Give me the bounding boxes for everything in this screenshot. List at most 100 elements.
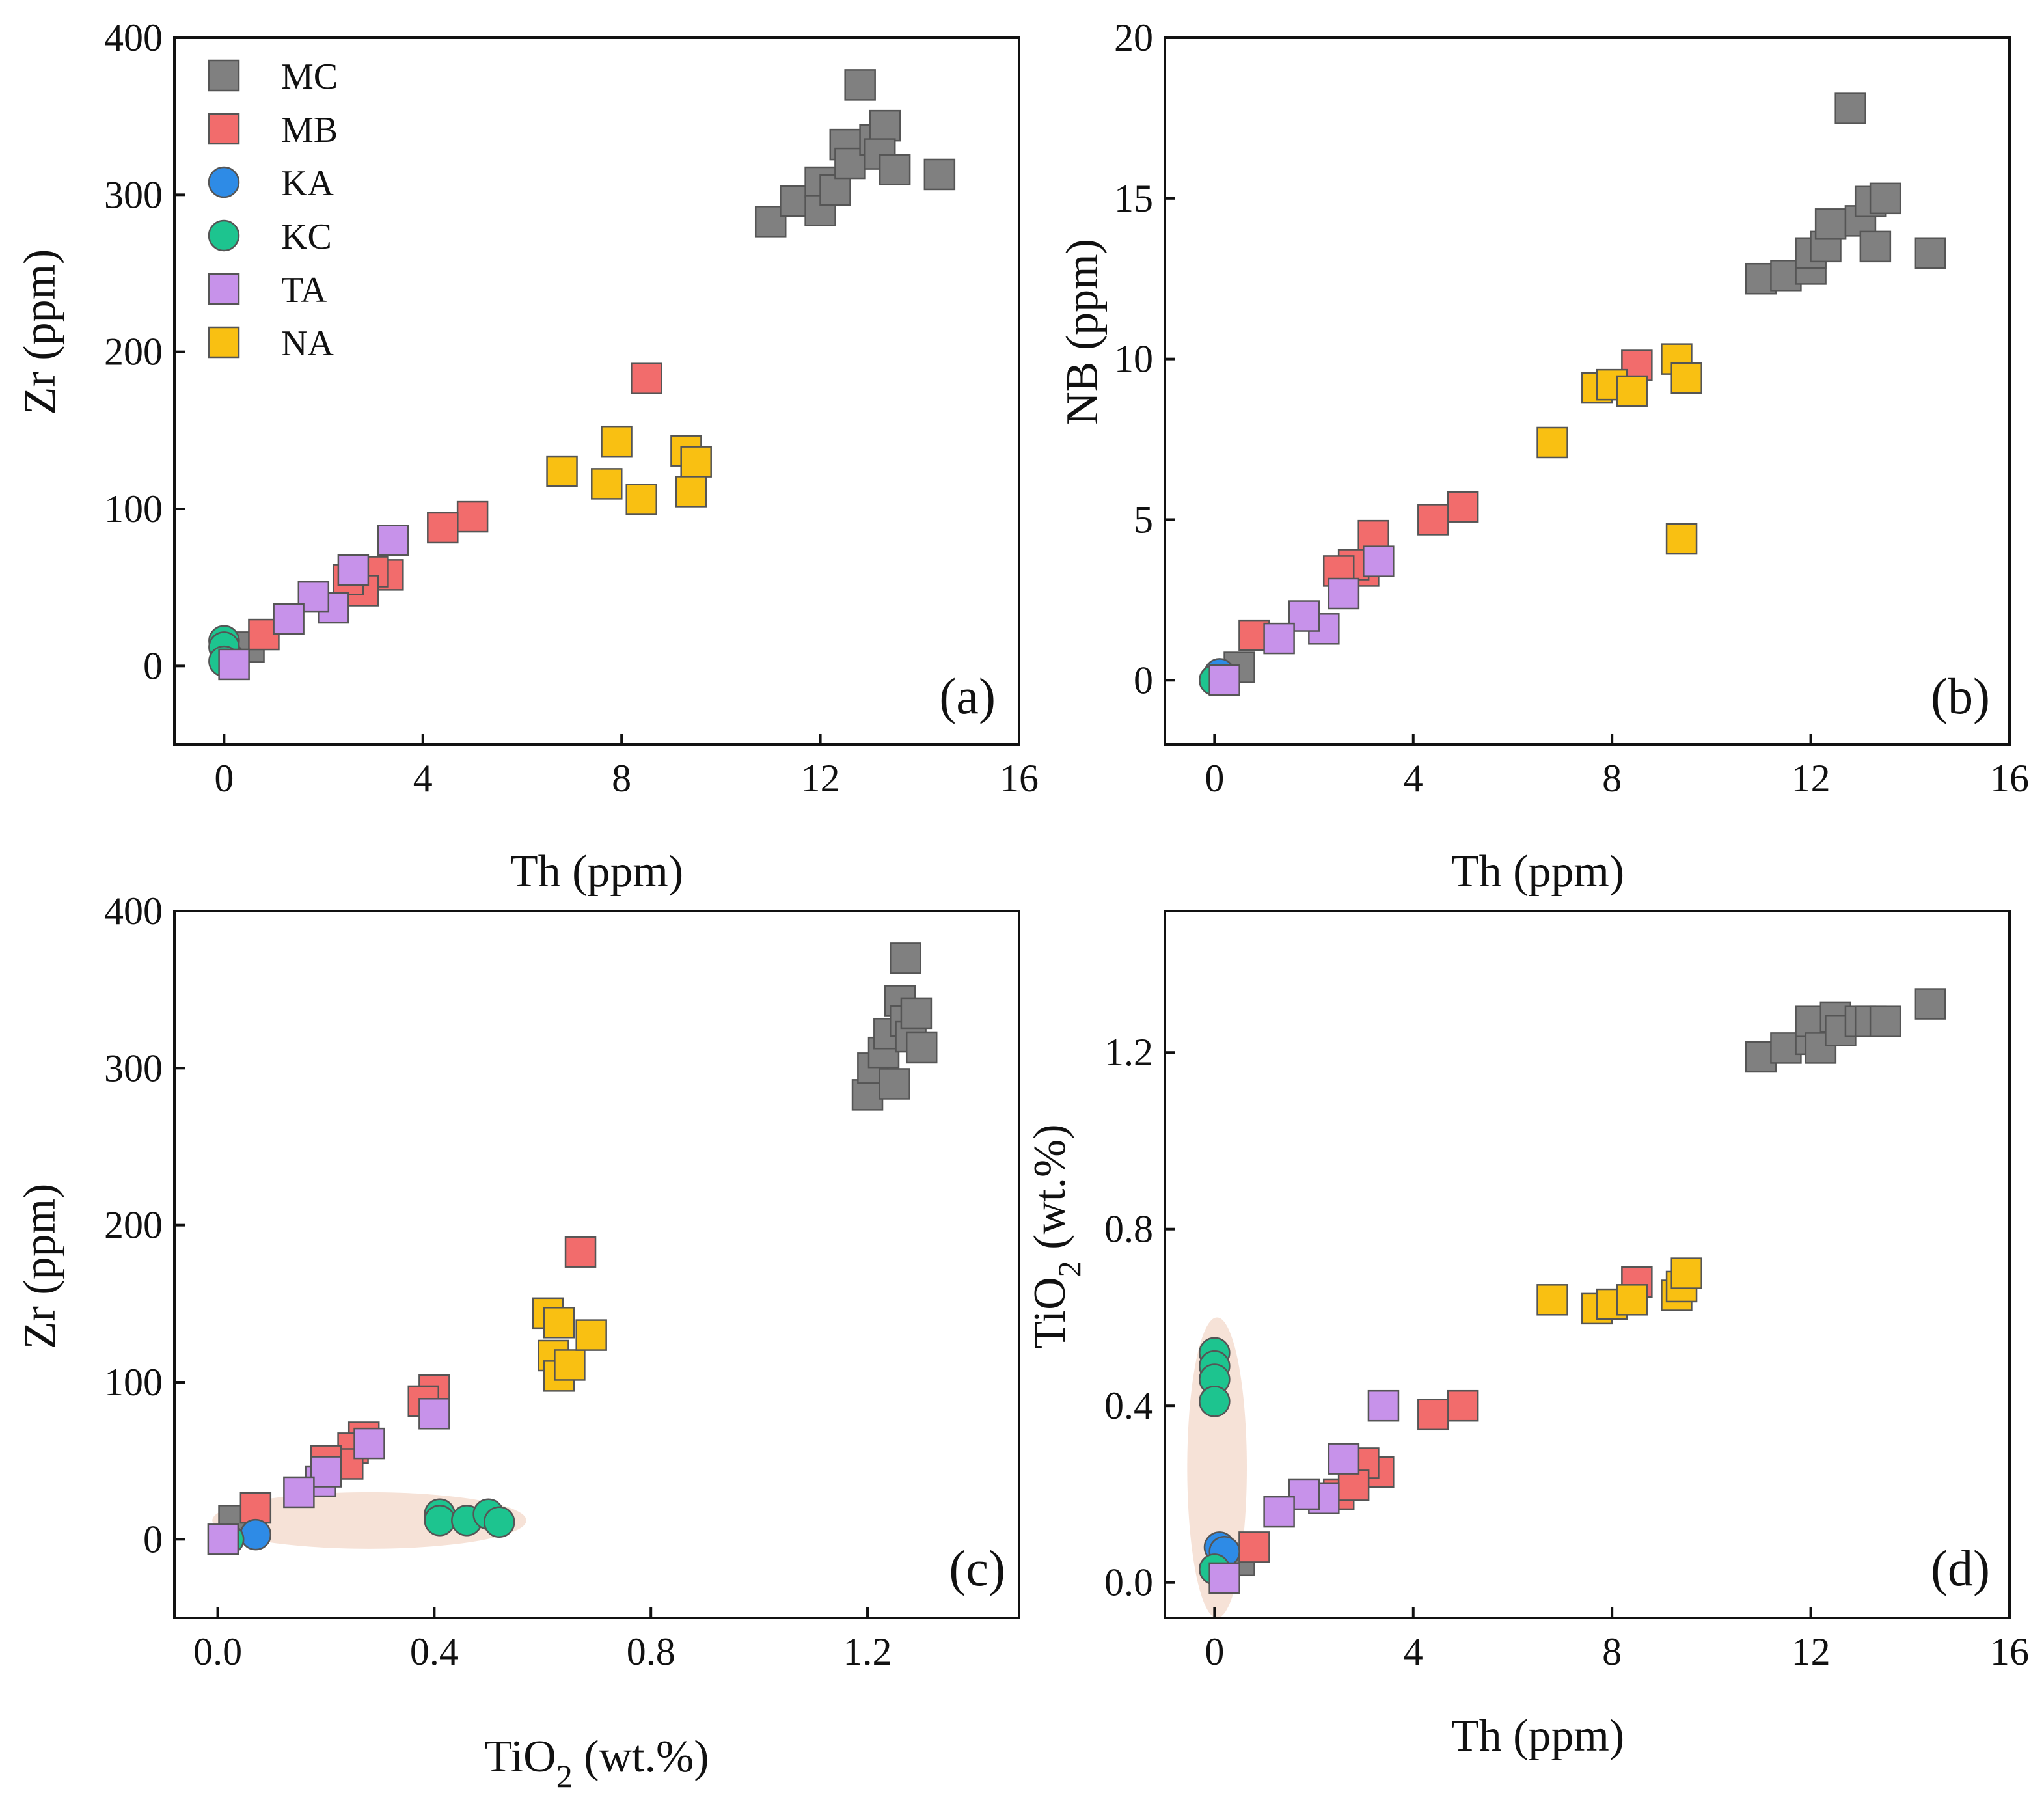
panel-b-y-axis-label: NB (ppm)	[1057, 239, 1108, 425]
panel-a-y-axis-label: Zr (ppm)	[15, 249, 65, 415]
panel-b-point-na-5	[1670, 362, 1702, 394]
panel-d-point-na-0	[1536, 1284, 1568, 1316]
panel-c-point-mb-7	[239, 1492, 272, 1524]
panel-a-x-axis-label: Th (ppm)	[510, 847, 683, 897]
panel-b-point-na-3	[1616, 375, 1648, 407]
panel-a-x-tick-label-3: 12	[801, 757, 840, 800]
panel-a-frame	[173, 36, 1020, 746]
panel-c-frame	[173, 910, 1020, 1619]
panel-d-point-mb-2	[1417, 1399, 1449, 1431]
panel-d-point-ta-1	[1328, 1443, 1360, 1475]
panel-d-point-ta-4	[1263, 1496, 1295, 1528]
panel-c-x-tick-label-2: 0.8	[627, 1630, 675, 1673]
panel-c-point-mc-9	[900, 997, 933, 1030]
legend-marker-mc	[208, 59, 240, 92]
panel-a-x-tick-label-4: 16	[1000, 757, 1039, 800]
panel-c-point-ta-0	[418, 1398, 450, 1430]
panel-b-point-mb-1	[1447, 491, 1479, 523]
panel-a-x-tick-label-1: 4	[413, 757, 433, 800]
panel-a-y-tick-label-0: 0	[143, 644, 163, 687]
panel-b-point-mc-5	[1814, 208, 1847, 240]
panel-d-point-na-6	[1670, 1257, 1702, 1289]
panel-c-y-axis-label: Zr (ppm)	[15, 1184, 65, 1350]
panel-a: 0 4 8 12 16 0 100 200 300 400 Th (ppm) Zr (ppm) (…	[15, 16, 1039, 897]
panel-c: 0.0 0.4 0.8 1.2 0 100 200 300 400 TiO2 (wt.%) Zr…	[15, 890, 1020, 1794]
panel-c-y-tick-label-0: 0	[143, 1518, 163, 1561]
panel-c-point-ta-1	[353, 1427, 385, 1460]
panel-b-point-ta-0	[1363, 545, 1395, 577]
panel-d-point-mb-1	[1447, 1389, 1479, 1422]
panel-b-point-mc-10	[1859, 230, 1892, 263]
panel-d-x-tick-label-2: 8	[1602, 1630, 1622, 1673]
panel-b-x-tick-label-2: 8	[1602, 757, 1622, 800]
panel-d-point-na-3	[1616, 1284, 1648, 1316]
panel-c-point-ta-5	[207, 1523, 239, 1555]
legend-label-ta: TA	[281, 270, 327, 310]
panel-a-point-na-2	[601, 425, 633, 458]
panel-a-point-mb-0	[631, 362, 662, 394]
panel-b-y-tick-label-3: 15	[1114, 177, 1153, 220]
panel-c-x-axis-label: TiO2 (wt.%)	[484, 1732, 709, 1794]
panel-a-point-na-5	[680, 446, 712, 478]
panel-c-point-mc-6	[890, 942, 921, 974]
panel-a-y-tick-label-2: 200	[104, 331, 163, 374]
panel-d-point-mc-9	[1869, 1005, 1901, 1037]
panel-a-point-mc-11	[879, 154, 911, 185]
panel-d: 0 4 8 12 16 0.0 0.4 0.8 1.2 Th (ppm) TiO2 (wt.%)…	[1025, 910, 2029, 1761]
panel-b-y-tick-label-1: 5	[1134, 498, 1153, 541]
panel-c-point-ka-0	[239, 1518, 272, 1551]
panel-c-x-tick-label-1: 0.4	[410, 1630, 459, 1673]
panel-a-point-mc-9	[869, 109, 901, 142]
panel-d-point-ta-5	[1208, 1562, 1240, 1594]
legend-marker-ka	[208, 166, 240, 198]
panel-b: 0 4 8 12 16 0 5 10 15 20 Th (ppm) NB (ppm) (b)	[1057, 16, 2029, 897]
panel-c-point-mc-0	[851, 1079, 884, 1111]
panel-d-point-ta-0	[1367, 1389, 1400, 1422]
panel-a-x-tick-label-0: 0	[214, 757, 234, 800]
panel-a-y-tick-label-4: 400	[104, 16, 163, 59]
panel-a-x-tick-label-2: 8	[612, 757, 631, 800]
panel-d-x-tick-label-4: 16	[1990, 1630, 2029, 1673]
panel-c-point-ta-3	[310, 1456, 342, 1488]
panel-b-y-tick-label-2: 10	[1114, 338, 1153, 381]
legend-marker-mb	[208, 113, 240, 145]
legend-marker-ta	[208, 273, 240, 305]
panel-a-point-ta-0	[377, 525, 409, 556]
panel-c-label: (c)	[949, 1540, 1005, 1596]
panel-c-x-tick-label-3: 1.2	[843, 1630, 892, 1673]
panel-b-y-tick-label-0: 0	[1134, 659, 1153, 702]
panel-c-point-mb-0	[564, 1236, 597, 1268]
panel-b-point-na-6	[1665, 523, 1698, 555]
panel-b-x-tick-label-1: 4	[1404, 757, 1423, 800]
panel-d-point-kc-3	[1199, 1386, 1231, 1417]
panel-a-label: (a)	[939, 668, 996, 724]
panel-c-point-kc-4	[483, 1506, 515, 1538]
panel-b-point-ta-4	[1263, 622, 1295, 655]
legend-label-na: NA	[281, 323, 334, 364]
panel-b-frame	[1164, 36, 2011, 746]
panel-b-point-mc-9	[1869, 182, 1901, 215]
panel-b-label: (b)	[1931, 668, 1990, 724]
panel-b-point-mc-11	[1914, 237, 1946, 269]
panel-d-y-axis-label: TiO2 (wt.%)	[1025, 1124, 1087, 1348]
panel-c-point-na-4	[554, 1349, 586, 1381]
panel-a-point-na-6	[675, 476, 707, 508]
legend-label-mb: MB	[281, 110, 338, 150]
panel-d-point-mb-7	[1238, 1531, 1270, 1563]
legend-marker-na	[208, 326, 240, 359]
panel-c-y-tick-label-1: 100	[104, 1361, 163, 1404]
legend: MC MB KA KC TA NA	[208, 57, 338, 364]
panel-b-y-tick-label-4: 20	[1114, 16, 1153, 59]
panel-c-y-tick-label-2: 200	[104, 1204, 163, 1247]
panel-c-point-kc-1	[424, 1505, 456, 1537]
legend-marker-kc	[208, 219, 240, 252]
panel-d-x-tick-label-0: 0	[1205, 1630, 1224, 1673]
panel-d-y-tick-label-1: 0.4	[1104, 1384, 1153, 1427]
panel-a-point-na-1	[591, 468, 623, 500]
panel-b-point-mb-2	[1417, 504, 1449, 536]
panel-a-point-na-3	[625, 484, 657, 515]
panel-d-y-tick-label-2: 0.8	[1104, 1208, 1153, 1251]
panel-b-point-ta-1	[1328, 577, 1360, 610]
panel-a-point-mc-4	[819, 174, 851, 206]
